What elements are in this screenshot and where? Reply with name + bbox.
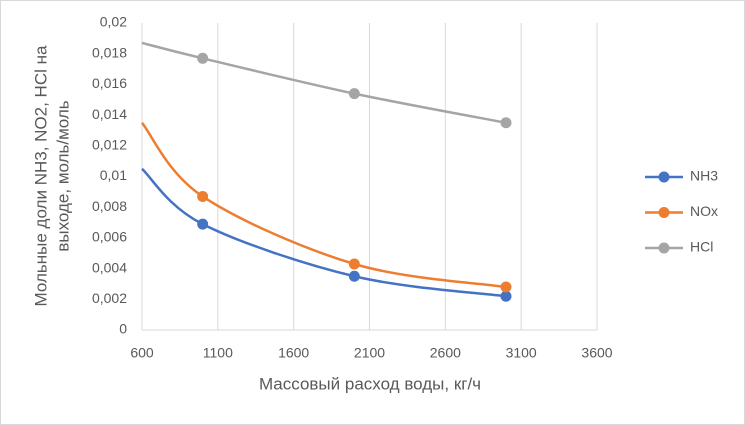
x-tick-label: 3100 bbox=[506, 345, 537, 361]
legend-marker bbox=[658, 171, 670, 183]
y-tick-label: 0,01 bbox=[100, 167, 127, 183]
x-tick-label: 600 bbox=[130, 345, 154, 361]
legend-label: NH3 bbox=[690, 168, 718, 184]
data-point bbox=[197, 52, 209, 64]
y-tick-label: 0,008 bbox=[92, 198, 127, 214]
data-point bbox=[348, 88, 360, 100]
x-tick-label: 3600 bbox=[581, 345, 612, 361]
legend-label: NOx bbox=[690, 203, 718, 219]
y-tick-label: 0,006 bbox=[92, 229, 127, 245]
legend-marker bbox=[658, 207, 670, 218]
series-line bbox=[141, 121, 507, 289]
y-axis-title: Мольные доли NH3, NO2, HCl на bbox=[31, 45, 50, 306]
y-tick-label: 0,018 bbox=[92, 44, 127, 60]
y-tick-label: 0,02 bbox=[100, 14, 127, 30]
data-point bbox=[348, 258, 360, 270]
y-tick-label: 0,002 bbox=[92, 290, 127, 306]
legend-label: HCl bbox=[690, 239, 713, 255]
x-tick-label: 2600 bbox=[430, 345, 461, 361]
data-point bbox=[348, 270, 360, 282]
x-axis-title: Массовый расход воды, кг/ч bbox=[259, 374, 481, 393]
y-tick-label: 0,004 bbox=[92, 259, 127, 275]
series-line bbox=[141, 41, 507, 125]
data-point bbox=[197, 190, 209, 202]
x-tick-label: 1600 bbox=[278, 345, 309, 361]
y-axis-title: выходе, моль/моль bbox=[53, 100, 72, 251]
y-tick-label: 0,016 bbox=[92, 75, 127, 91]
x-tick-label: 2100 bbox=[354, 345, 385, 361]
y-tick-label: 0,014 bbox=[92, 106, 127, 122]
legend-marker bbox=[658, 242, 670, 254]
y-tick-label: 0,012 bbox=[92, 137, 127, 153]
series-line bbox=[141, 167, 507, 298]
data-point bbox=[197, 218, 209, 230]
data-point bbox=[500, 290, 512, 302]
data-point bbox=[500, 281, 512, 293]
data-point bbox=[500, 117, 512, 129]
y-tick-label: 0 bbox=[119, 321, 127, 337]
x-tick-label: 1100 bbox=[203, 345, 233, 361]
